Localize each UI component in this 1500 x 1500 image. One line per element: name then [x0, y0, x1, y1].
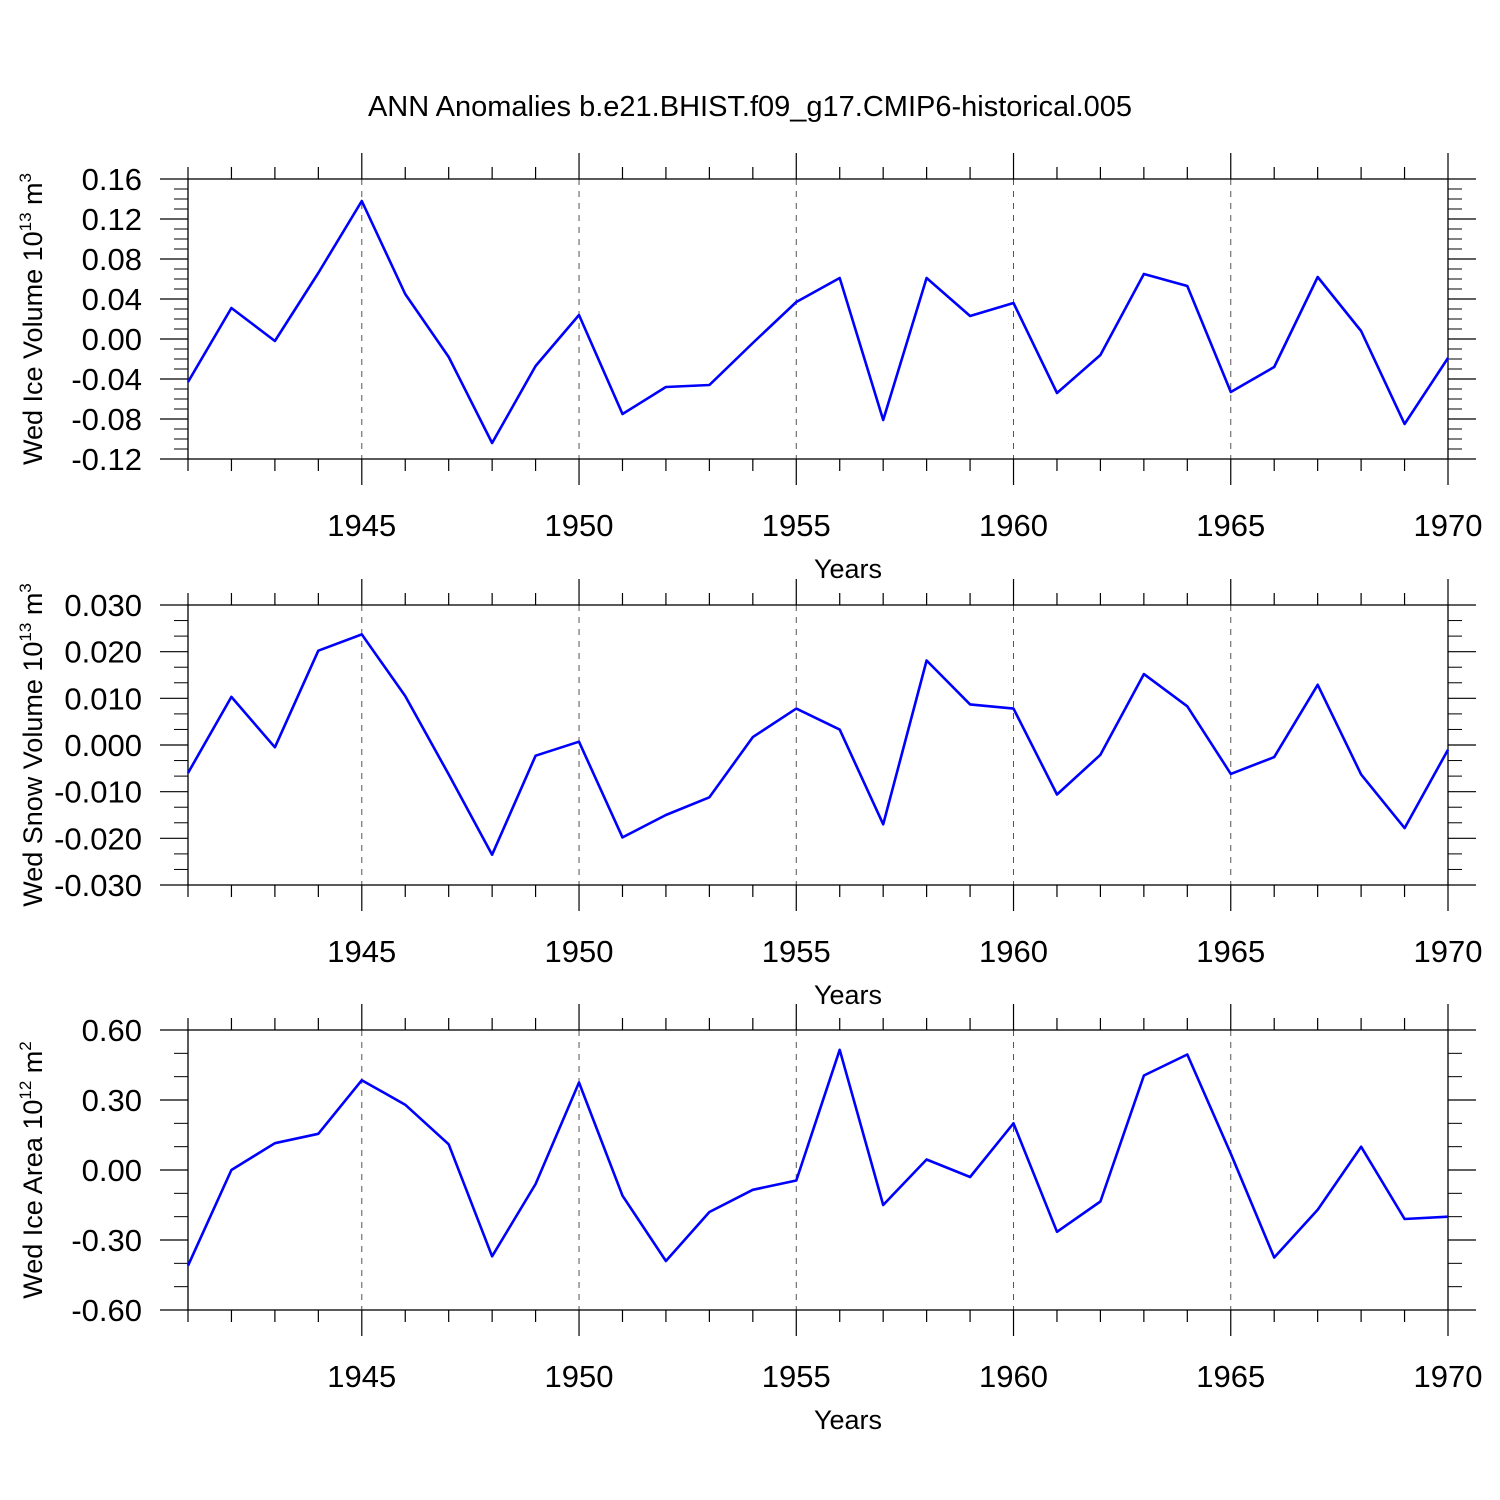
y-tick-label: 0.020 [64, 635, 142, 670]
x-tick-label-1960: 1960 [979, 508, 1048, 543]
y-tick-label: 0.08 [82, 242, 142, 277]
x-axis-label: Years [814, 980, 882, 1010]
y-tick-label: 0.000 [64, 728, 142, 763]
y-tick-label: -0.04 [71, 362, 142, 397]
y-tick-label: -0.12 [71, 442, 142, 477]
x-tick-label-1965: 1965 [1196, 1359, 1265, 1394]
x-tick-label-1955: 1955 [762, 508, 831, 543]
y-tick-label: -0.020 [54, 821, 142, 856]
y-axis-label-unit: m [18, 1051, 48, 1081]
y-tick-label: 0.00 [82, 322, 142, 357]
panels: 0.16 0.12 0.08 0.04 0.00 -0.04 -0.08 -0.12 1945 1… [16, 153, 1482, 1435]
x-tick-label-1955: 1955 [762, 934, 831, 969]
x-tick-label-1945: 1945 [327, 508, 396, 543]
y-tick-label: -0.30 [71, 1223, 142, 1258]
y-axis-label-unit-exponent: 3 [16, 583, 35, 592]
y-axis-label-exponent: 13 [16, 212, 35, 231]
plot-frame [187, 604, 1449, 886]
x-axis-label: Years [814, 554, 882, 584]
y-axis-label: Wed Ice Volume 1013 m3 [16, 173, 48, 465]
y-tick-label: 0.04 [82, 282, 142, 317]
y-axis-label-text: Wed Ice Area 10 [18, 1100, 48, 1299]
y-tick-label: 0.16 [82, 162, 142, 197]
y-tick-label: -0.030 [54, 868, 142, 903]
series-line-1 [186, 1048, 1449, 1267]
x-tick-label-1970: 1970 [1414, 508, 1483, 543]
x-axis-label: Years [814, 1405, 882, 1435]
y-axis-label-exponent: 12 [16, 1081, 35, 1100]
x-tick-label-1965: 1965 [1196, 934, 1265, 969]
y-tick-label: 0.00 [82, 1153, 142, 1188]
y-axis-label-unit-exponent: 2 [16, 1041, 35, 1050]
x-tick-label-1970: 1970 [1414, 934, 1483, 969]
chart-panel-3: 0.60 0.30 0.00 -0.30 -0.60 1945 1950 1955 1960 19… [16, 1004, 1482, 1435]
y-axis-label-exponent: 13 [16, 623, 35, 642]
series-line-1 [186, 199, 1450, 445]
y-axis-label-text: Wed Ice Volume 10 [18, 231, 48, 465]
x-tick-label-1960: 1960 [979, 1359, 1048, 1394]
x-tick-label-1950: 1950 [545, 508, 614, 543]
y-tick-label: 0.30 [82, 1083, 142, 1118]
y-tick-label: -0.08 [71, 402, 142, 437]
y-tick-label: 0.60 [82, 1013, 142, 1048]
x-tick-label-1960: 1960 [979, 934, 1048, 969]
x-tick-label-1950: 1950 [545, 1359, 614, 1394]
x-tick-label-1945: 1945 [327, 1359, 396, 1394]
x-tick-label-1965: 1965 [1196, 508, 1265, 543]
y-axis-label: Wed Ice Area 1012 m2 [16, 1041, 48, 1299]
y-tick-label: -0.60 [71, 1293, 142, 1328]
y-tick-label: 0.12 [82, 202, 142, 237]
chart-panel-1: 0.16 0.12 0.08 0.04 0.00 -0.04 -0.08 -0.12 1945 1… [16, 153, 1482, 584]
y-tick-label: -0.010 [54, 775, 142, 810]
plot-frame [187, 1029, 1449, 1311]
x-tick-label-1950: 1950 [545, 934, 614, 969]
x-tick-label-1955: 1955 [762, 1359, 831, 1394]
chart-panel-2: 0.030 0.020 0.010 0.000 -0.010 -0.020 -0.030 19… [16, 579, 1482, 1010]
plot-frame [187, 178, 1449, 460]
y-axis-label: Wed Snow Volume 1013 m3 [16, 583, 48, 907]
y-axis-label-unit: m [18, 593, 48, 623]
x-tick-label-1970: 1970 [1414, 1359, 1483, 1394]
y-tick-label: 0.030 [64, 588, 142, 623]
y-axis-label-unit-exponent: 3 [16, 173, 35, 182]
y-tick-label: 0.010 [64, 681, 142, 716]
figure-title: ANN Anomalies b.e21.BHIST.f09_g17.CMIP6-… [368, 91, 1132, 123]
x-tick-label-1945: 1945 [327, 934, 396, 969]
y-axis-label-unit: m [18, 182, 48, 212]
y-axis-label-text: Wed Snow Volume 10 [18, 642, 48, 907]
series-line-1 [186, 633, 1450, 857]
